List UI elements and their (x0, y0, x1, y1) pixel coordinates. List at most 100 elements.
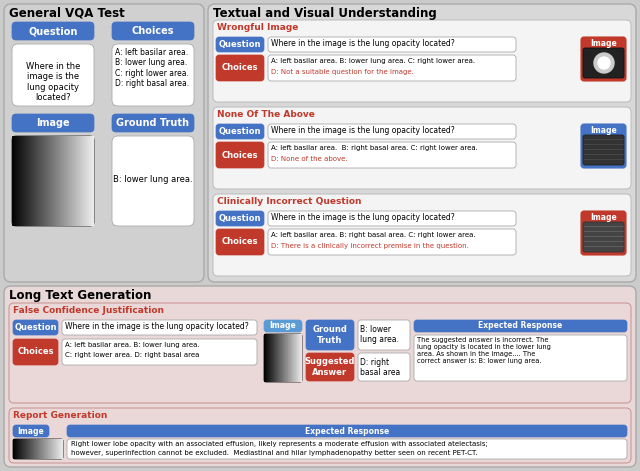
FancyBboxPatch shape (216, 37, 264, 52)
FancyBboxPatch shape (67, 425, 627, 437)
Text: Choices: Choices (132, 26, 174, 36)
FancyBboxPatch shape (264, 334, 302, 382)
Text: Clinically Incorrect Question: Clinically Incorrect Question (217, 197, 362, 206)
FancyBboxPatch shape (4, 286, 636, 467)
FancyBboxPatch shape (264, 320, 302, 332)
FancyBboxPatch shape (268, 37, 516, 52)
Circle shape (598, 57, 610, 69)
Text: Textual and Visual Understanding: Textual and Visual Understanding (213, 7, 436, 20)
Text: Question: Question (219, 127, 261, 136)
FancyBboxPatch shape (112, 136, 194, 226)
Text: C: right lower area. D: right basal area: C: right lower area. D: right basal area (65, 352, 200, 358)
FancyBboxPatch shape (268, 211, 516, 226)
FancyBboxPatch shape (306, 353, 354, 381)
FancyBboxPatch shape (583, 48, 624, 78)
Text: D: right
basal area: D: right basal area (360, 358, 400, 377)
FancyBboxPatch shape (62, 320, 257, 335)
Text: B: lower
lung area.: B: lower lung area. (360, 325, 399, 344)
FancyBboxPatch shape (67, 439, 627, 459)
Text: Where in the image is the lung opacity located?: Where in the image is the lung opacity l… (65, 322, 249, 331)
Text: A: left basilar area. B: right basal area. C: right lower area.: A: left basilar area. B: right basal are… (271, 232, 476, 238)
Text: Where in the image is the lung opacity located?: Where in the image is the lung opacity l… (271, 126, 455, 135)
FancyBboxPatch shape (583, 222, 624, 252)
Text: Where in the image is the lung opacity located?: Where in the image is the lung opacity l… (271, 39, 455, 48)
Text: Suggested
Answer: Suggested Answer (305, 357, 355, 377)
FancyBboxPatch shape (9, 303, 631, 403)
Text: Image: Image (591, 126, 618, 135)
Text: Choices: Choices (221, 151, 259, 160)
Circle shape (594, 53, 614, 73)
FancyBboxPatch shape (62, 339, 257, 365)
Text: A: left basilar area.  B: right basal area. C: right lower area.: A: left basilar area. B: right basal are… (271, 145, 478, 151)
FancyBboxPatch shape (414, 335, 627, 381)
Text: Long Text Generation: Long Text Generation (9, 289, 152, 302)
FancyBboxPatch shape (13, 320, 58, 335)
FancyBboxPatch shape (112, 22, 194, 40)
FancyBboxPatch shape (216, 211, 264, 226)
Text: False Confidence Justification: False Confidence Justification (13, 306, 164, 315)
FancyBboxPatch shape (268, 55, 516, 81)
Text: The suggested answer is incorrect. The
lung opacity is located in the lower lung: The suggested answer is incorrect. The l… (417, 337, 551, 364)
FancyBboxPatch shape (13, 439, 63, 459)
FancyBboxPatch shape (12, 114, 94, 132)
Text: Right lower lobe opacity with an associated effusion, likely represents a modera: Right lower lobe opacity with an associa… (71, 441, 488, 447)
FancyBboxPatch shape (12, 22, 94, 40)
FancyBboxPatch shape (268, 142, 516, 168)
Text: A: left basilar area. B: lower lung area. C: right lower area.: A: left basilar area. B: lower lung area… (271, 58, 475, 64)
Text: Where in the image is the lung opacity located?: Where in the image is the lung opacity l… (271, 213, 455, 222)
Text: Report Generation: Report Generation (13, 411, 108, 420)
FancyBboxPatch shape (112, 44, 194, 106)
FancyBboxPatch shape (581, 211, 626, 255)
Text: D: There is a clinically incorrect premise in the question.: D: There is a clinically incorrect premi… (271, 243, 469, 249)
Text: Question: Question (14, 323, 57, 332)
Text: D: Not a suitable question for the image.: D: Not a suitable question for the image… (271, 69, 414, 75)
Text: Image: Image (269, 322, 296, 331)
Text: Question: Question (28, 26, 77, 36)
FancyBboxPatch shape (216, 55, 264, 81)
Text: Choices: Choices (221, 64, 259, 73)
FancyBboxPatch shape (414, 320, 627, 332)
Text: None Of The Above: None Of The Above (217, 110, 315, 119)
Text: A: left basilar area.
B: lower lung area.
C: right lower area.
D: right basal ar: A: left basilar area. B: lower lung area… (115, 48, 189, 88)
Text: Question: Question (219, 214, 261, 223)
FancyBboxPatch shape (268, 124, 516, 139)
Text: Expected Response: Expected Response (478, 322, 563, 331)
Text: Ground
Truth: Ground Truth (312, 325, 348, 345)
FancyBboxPatch shape (268, 229, 516, 255)
Text: Wrongful Image: Wrongful Image (217, 23, 298, 32)
Text: Image: Image (36, 118, 70, 128)
FancyBboxPatch shape (583, 135, 624, 165)
Text: Image: Image (591, 39, 618, 48)
Text: Image: Image (18, 427, 44, 436)
Text: B: lower lung area.: B: lower lung area. (113, 174, 193, 184)
Text: Where in the
image is the
lung opacity
located?: Where in the image is the lung opacity l… (26, 62, 80, 102)
FancyBboxPatch shape (581, 37, 626, 81)
FancyBboxPatch shape (581, 124, 626, 168)
FancyBboxPatch shape (216, 124, 264, 139)
FancyBboxPatch shape (112, 114, 194, 132)
Text: however, superinfection cannot be excluded.  Mediastinal and hilar lymphadenopat: however, superinfection cannot be exclud… (71, 450, 477, 456)
FancyBboxPatch shape (216, 229, 264, 255)
Text: Choices: Choices (221, 237, 259, 246)
FancyBboxPatch shape (358, 353, 410, 381)
FancyBboxPatch shape (13, 425, 49, 437)
FancyBboxPatch shape (208, 4, 636, 282)
Text: A: left basilar area. B: lower lung area.: A: left basilar area. B: lower lung area… (65, 342, 200, 348)
FancyBboxPatch shape (9, 408, 631, 463)
FancyBboxPatch shape (213, 20, 631, 102)
FancyBboxPatch shape (213, 107, 631, 189)
Text: Ground Truth: Ground Truth (116, 118, 189, 128)
FancyBboxPatch shape (216, 142, 264, 168)
Text: Choices: Choices (17, 348, 54, 357)
Text: Question: Question (219, 40, 261, 49)
FancyBboxPatch shape (306, 320, 354, 350)
Text: D: None of the above.: D: None of the above. (271, 156, 348, 162)
FancyBboxPatch shape (12, 44, 94, 106)
FancyBboxPatch shape (358, 320, 410, 350)
FancyBboxPatch shape (13, 339, 58, 365)
Text: Image: Image (591, 213, 618, 222)
Text: General VQA Test: General VQA Test (9, 7, 125, 20)
FancyBboxPatch shape (4, 4, 204, 282)
FancyBboxPatch shape (213, 194, 631, 276)
Text: Expected Response: Expected Response (305, 427, 389, 436)
